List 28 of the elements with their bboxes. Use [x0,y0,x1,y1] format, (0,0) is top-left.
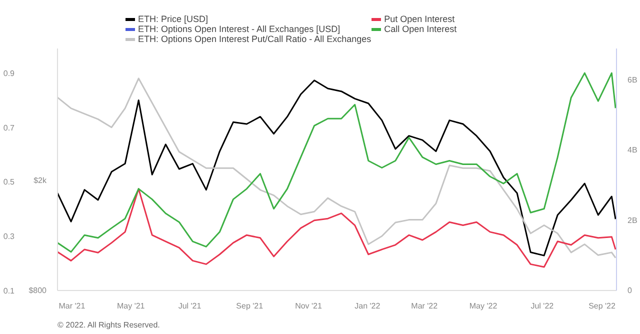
legend-label: ETH: Price [USD] [138,14,208,24]
x-tick-label: Jan '22 [354,302,381,310]
y2-tick-label: 0.9 [3,68,16,78]
y2-tick-label: 0.3 [3,232,16,242]
y-tick-label: $800 [28,286,48,295]
x-tick-label: Mar '22 [411,302,438,310]
y2-tick-label: 0.7 [3,123,16,132]
x-tick-label: Mar '21 [58,302,86,310]
legend-label: ETH: Options Open Interest Put/Call Ratio - All Exchanges [138,34,372,44]
y3-tick-label: 4B [628,146,638,155]
y3-tick-label: 0 [628,286,632,295]
y3-tick-label: 6B [628,76,638,85]
legend-label: ETH: Options Open Interest - All Exchanges [USD] [138,24,340,34]
x-tick-label: May '22 [469,302,498,310]
legend-label: Put Open Interest [384,14,455,24]
y-tick-label: $2k [34,176,48,185]
y2-tick-label: 0.5 [3,178,16,187]
x-tick-label: Jul '21 [178,302,202,310]
x-tick-label: May '21 [116,302,146,310]
y2-tick-label: 0.1 [3,286,16,296]
x-tick-label: Sep '21 [236,302,264,310]
x-tick-label: Sep '22 [588,302,616,310]
x-tick-label: Jul '22 [530,302,554,310]
y3-tick-label: 2B [628,216,638,225]
legend-label: Call Open Interest [384,24,457,34]
text: © 2022. All Rights Reserved. [58,320,160,330]
x-tick-label: Nov '21 [295,302,323,310]
line-series [58,188,616,268]
